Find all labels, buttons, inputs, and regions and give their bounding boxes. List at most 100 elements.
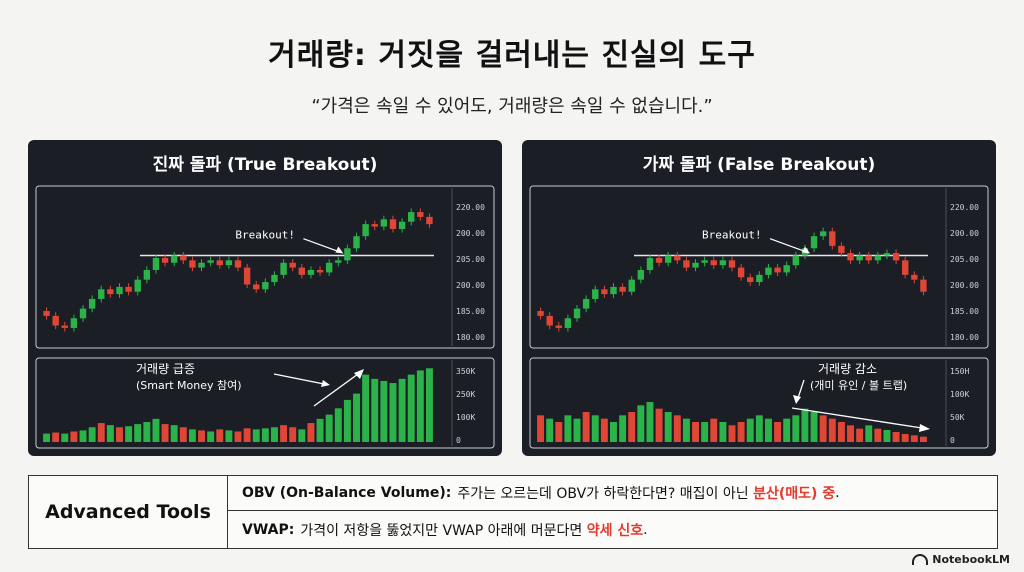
- price-tick-label: 220.00: [950, 203, 979, 212]
- price-tick-label: 185.00: [456, 307, 485, 316]
- volume-frame: [529, 357, 989, 449]
- vwap-row: VWAP: 가격이 저항을 뚫었지만 VWAP 아래에 머문다면 약세 신호 .: [228, 512, 997, 547]
- candle: [79, 308, 87, 319]
- candle: [674, 255, 681, 261]
- candle: [88, 298, 96, 309]
- volume-bar: [316, 418, 324, 442]
- candle: [601, 289, 608, 295]
- breakout-arrow: [303, 238, 342, 254]
- volume-bar: [819, 415, 827, 442]
- volume-tick-label: 150H: [950, 367, 969, 376]
- volume-bar: [792, 415, 800, 442]
- candle: [389, 219, 397, 229]
- candle: [125, 286, 132, 292]
- candle: [325, 262, 333, 273]
- candle: [161, 257, 169, 263]
- candle: [655, 257, 663, 263]
- volume-bar: [134, 424, 142, 442]
- true-breakout-title: 진짜 돌파 (True Breakout): [152, 155, 378, 175]
- candle: [765, 267, 772, 275]
- volume-bar: [216, 429, 224, 442]
- breakout-arrow-head: [802, 246, 811, 254]
- candle: [426, 216, 433, 225]
- volume-bar: [362, 374, 370, 442]
- volume-bar: [610, 422, 617, 442]
- volume-bar: [225, 430, 233, 442]
- volume-bar: [573, 418, 581, 442]
- candle: [610, 286, 617, 295]
- volume-bar: [61, 433, 69, 442]
- price-tick-label: 205.00: [456, 255, 485, 264]
- volume-annotation-line1: 거래량 급증: [136, 362, 195, 376]
- candle: [307, 270, 315, 275]
- candle: [316, 270, 324, 273]
- volume-tick-label: 100K: [950, 390, 969, 399]
- candle: [52, 315, 59, 326]
- volume-trend-arrow: [791, 407, 923, 429]
- vwap-text: 가격이 저항을 뚫었지만 VWAP 아래에 머문다면: [300, 522, 583, 539]
- candle: [902, 260, 909, 275]
- volume-bar: [783, 418, 791, 442]
- volume-bar: [271, 427, 278, 442]
- candle: [189, 260, 196, 268]
- volume-bar: [234, 431, 242, 442]
- candle: [61, 325, 68, 328]
- quote-text: “가격은 속일 수 있어도, 거래량은 속일 수 없습니다.”: [311, 96, 713, 117]
- candle: [874, 255, 882, 261]
- candle: [225, 260, 233, 266]
- candle: [362, 224, 369, 237]
- false-breakout-title: 가짜 돌파 (False Breakout): [642, 155, 876, 175]
- obv-highlight: 분산(매도) 중: [753, 486, 836, 502]
- breakout-label: Breakout!: [702, 229, 762, 242]
- candle: [353, 236, 360, 249]
- volume-bar: [537, 415, 545, 442]
- candle: [546, 315, 553, 326]
- volume-bar: [765, 418, 772, 442]
- candle: [298, 267, 306, 275]
- volume-bar: [919, 436, 927, 442]
- volume-bar: [343, 399, 351, 442]
- candle: [911, 274, 918, 280]
- obv-text: 주가는 오르는데 OBV가 하락한다면? 매집이 아닌: [457, 486, 749, 502]
- volume-bar: [847, 425, 854, 442]
- vwap-tail: .: [643, 521, 648, 538]
- volume-bar: [755, 415, 763, 442]
- volume-bar: [152, 418, 160, 442]
- volume-bar: [874, 428, 882, 442]
- candle: [664, 255, 672, 263]
- volume-bar: [600, 418, 608, 442]
- volume-bar: [810, 412, 818, 442]
- candle: [646, 257, 654, 270]
- volume-bar: [52, 432, 60, 442]
- volume-bar: [673, 415, 681, 442]
- breakout-arrow-head: [335, 246, 344, 254]
- candle: [792, 255, 800, 266]
- candle: [408, 212, 415, 222]
- candle: [774, 267, 781, 273]
- false-breakout-chart: 220.00 200.00 205.00 200.00 185.00 180.00 150H…: [529, 185, 989, 449]
- volume-bar: [728, 425, 736, 442]
- volume-bar: [79, 430, 87, 442]
- volume-bar: [161, 424, 169, 442]
- candle: [398, 221, 406, 229]
- obv-name: OBV (On-Balance Volume):: [242, 485, 452, 501]
- price-tick-label: 200.00: [950, 281, 979, 290]
- candle: [198, 262, 205, 268]
- page-title: 거래량: 거짓을 걸러내는 진실의 도구: [268, 38, 756, 73]
- volume-bar: [555, 422, 563, 442]
- candle: [683, 260, 690, 268]
- volume-bar: [737, 422, 745, 442]
- volume-bar: [591, 415, 599, 442]
- candle: [756, 274, 763, 283]
- volume-annotation-line1: 거래량 감소: [818, 362, 877, 376]
- candle: [170, 255, 178, 263]
- volume-bar: [97, 423, 105, 442]
- candle: [152, 257, 160, 270]
- candle: [719, 260, 727, 266]
- candle: [819, 231, 827, 237]
- candle: [234, 260, 242, 268]
- volume-tick-label: 0: [456, 436, 461, 445]
- volume-bar: [682, 418, 690, 442]
- breakout-arrow: [769, 238, 809, 254]
- candle: [280, 262, 287, 275]
